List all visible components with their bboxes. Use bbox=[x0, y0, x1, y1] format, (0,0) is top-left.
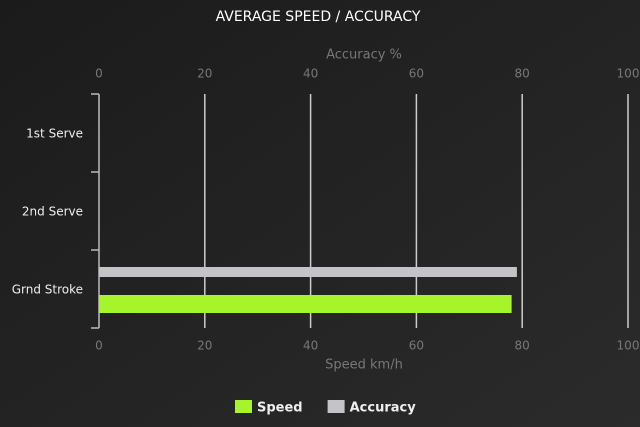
bar bbox=[99, 295, 512, 313]
x-tick-label: 40 bbox=[303, 339, 318, 353]
legend-swatch bbox=[327, 400, 345, 413]
x-axis-label: Speed km/h bbox=[325, 358, 403, 373]
legend-label: Accuracy bbox=[350, 401, 417, 416]
legend-swatch bbox=[235, 400, 252, 413]
x2-tick-label: 80 bbox=[515, 67, 530, 81]
x-tick-label: 100 bbox=[617, 339, 640, 353]
chart-title: AVERAGE SPEED / ACCURACY bbox=[216, 9, 421, 25]
x2-tick-label: 40 bbox=[303, 67, 318, 81]
x-tick-label: 60 bbox=[409, 339, 424, 353]
x2-tick-label: 0 bbox=[95, 67, 103, 81]
x2-tick-label: 100 bbox=[617, 67, 640, 81]
x-tick-label: 20 bbox=[197, 339, 212, 353]
x2-tick-label: 20 bbox=[197, 67, 212, 81]
x2-axis-label: Accuracy % bbox=[326, 48, 402, 63]
y-tick-label: Grnd Stroke bbox=[12, 283, 83, 297]
y-tick-label: 2nd Serve bbox=[22, 205, 83, 219]
legend-label: Speed bbox=[257, 401, 303, 416]
x-tick-label: 0 bbox=[95, 339, 103, 353]
x2-tick-label: 60 bbox=[409, 67, 424, 81]
x-tick-label: 80 bbox=[515, 339, 530, 353]
bar bbox=[99, 267, 517, 277]
y-tick-label: 1st Serve bbox=[26, 127, 83, 141]
